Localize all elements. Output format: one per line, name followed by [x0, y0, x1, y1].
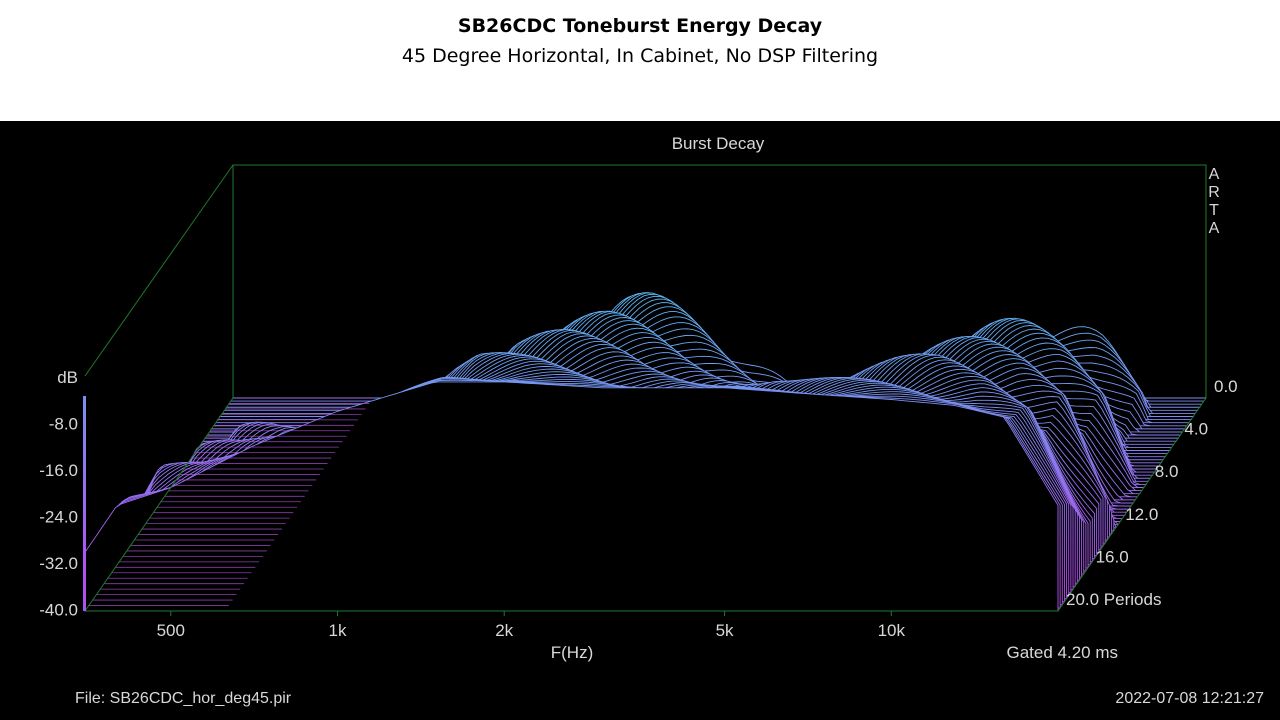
x-tick-label: 2k: [495, 621, 513, 640]
decay-surface: [84, 292, 1206, 612]
y-tick-label: -8.0: [49, 415, 78, 434]
db-color-bar: [83, 396, 86, 611]
brand-letter: T: [1209, 202, 1219, 219]
brand-letter: A: [1209, 220, 1220, 237]
chart-title: SB26CDC Toneburst Energy Decay: [457, 15, 823, 37]
depth-edge-top: [84, 164, 234, 377]
depth-edge-left: [84, 397, 234, 612]
z-tick-label: 0.0: [1214, 377, 1238, 396]
y-tick-label: -32.0: [39, 554, 78, 573]
brand-letter: R: [1208, 184, 1220, 201]
depth-edge-right: [1057, 397, 1207, 612]
axis-labels: Burst DecayARTAdB-8.0-16.0-24.0-32.0-40.…: [39, 134, 1264, 707]
datetime-label: 2022-07-08 12:21:27: [1115, 690, 1264, 707]
y-tick-label: -40.0: [39, 601, 78, 620]
waterfall-chart: Burst DecayARTAdB-8.0-16.0-24.0-32.0-40.…: [39, 134, 1264, 707]
x-axis-label: F(Hz): [551, 643, 593, 662]
gated-label: Gated 4.20 ms: [1006, 643, 1118, 662]
decay-slice: [84, 381, 1059, 612]
x-tick-label: 10k: [878, 621, 906, 640]
y-tick-label: dB: [57, 368, 78, 387]
plot-title: Burst Decay: [672, 134, 765, 153]
y-tick-label: -24.0: [39, 508, 78, 527]
z-tick-label: 8.0: [1155, 462, 1179, 481]
x-tick-label: 1k: [329, 621, 347, 640]
chart-subtitle: 45 Degree Horizontal, In Cabinet, No DSP…: [401, 45, 879, 67]
z-tick-label: 20.0 Periods: [1066, 590, 1161, 609]
x-tick-label: 500: [157, 621, 185, 640]
z-tick-label: 4.0: [1184, 420, 1208, 439]
frame-front: [83, 396, 1207, 612]
file-label: File: SB26CDC_hor_deg45.pir: [75, 690, 292, 707]
z-tick-label: 16.0: [1096, 547, 1129, 566]
x-tick-label: 5k: [716, 621, 734, 640]
header: SB26CDC Toneburst Energy Decay 45 Degree…: [0, 0, 1280, 121]
z-tick-label: 12.0: [1125, 505, 1158, 524]
brand-letter: A: [1209, 166, 1220, 183]
y-tick-label: -16.0: [39, 461, 78, 480]
